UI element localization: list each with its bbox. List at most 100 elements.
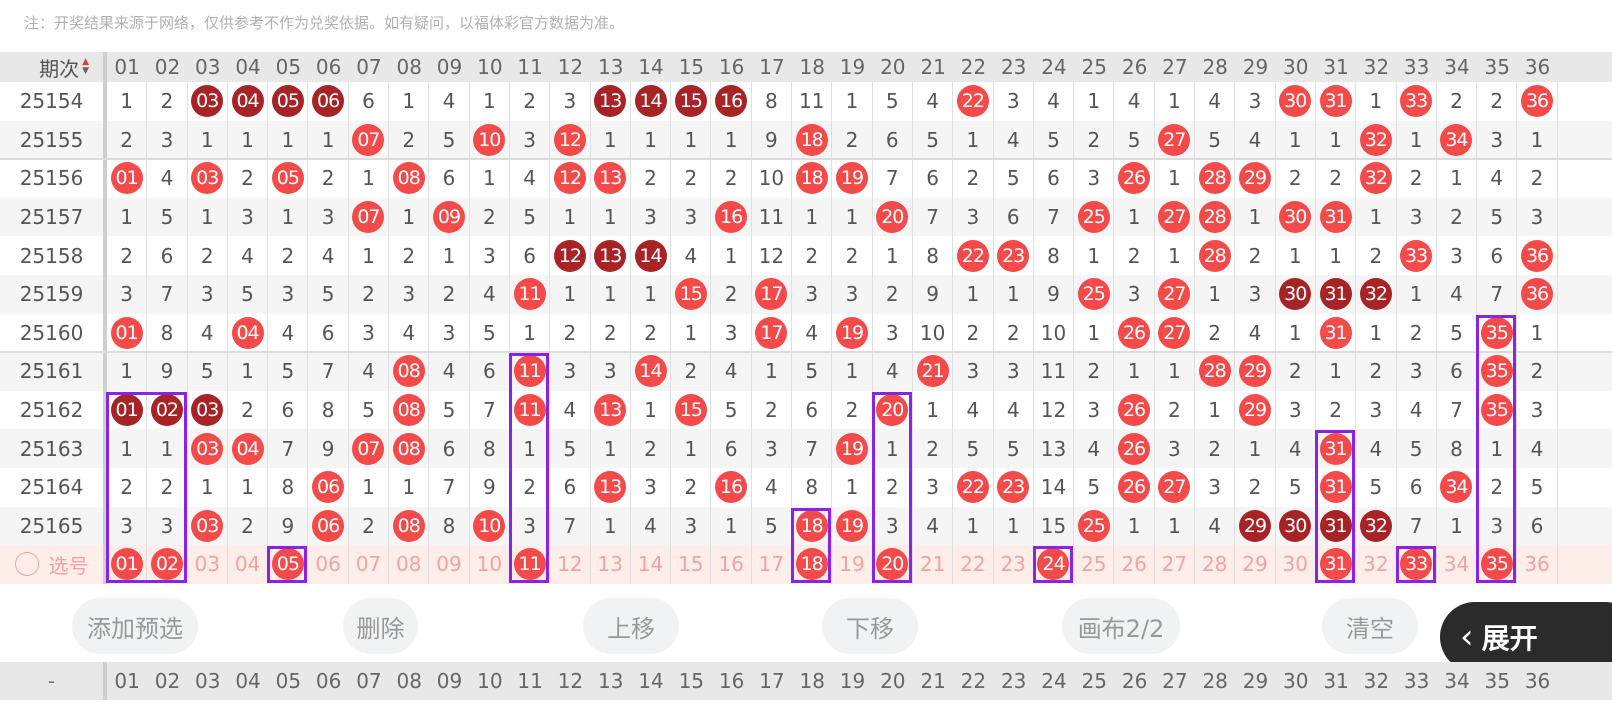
select-number-cell[interactable]: 22 — [953, 545, 994, 584]
selected-number-ball[interactable]: 20 — [876, 548, 909, 581]
selected-number-ball[interactable]: 05 — [271, 548, 304, 581]
grid-cell: 5 — [188, 352, 228, 391]
select-number[interactable]: 13 — [597, 552, 623, 577]
select-number-cell[interactable]: 28 — [1195, 545, 1236, 584]
select-number-cell[interactable]: 33 — [1397, 545, 1437, 584]
expand-button[interactable]: ‹ 展开 — [1440, 602, 1612, 672]
select-number-cell[interactable]: 16 — [711, 545, 752, 584]
select-number-cell[interactable]: 06 — [308, 545, 349, 584]
selected-number-ball[interactable]: 24 — [1037, 548, 1070, 581]
select-number[interactable]: 29 — [1242, 552, 1268, 577]
select-number-cell[interactable]: 11 — [510, 545, 551, 584]
clear-button[interactable]: 清空 — [1322, 598, 1418, 654]
select-number[interactable]: 08 — [396, 552, 422, 577]
issue-header[interactable]: 期次 ▲ ▼ — [0, 52, 107, 82]
grid-cell: 35 — [1477, 313, 1518, 353]
select-number-cell[interactable]: 12 — [550, 545, 591, 584]
selected-number-ball[interactable]: 35 — [1480, 548, 1513, 581]
canvas-page-button[interactable]: 画布2/2 — [1062, 598, 1180, 654]
grid-cell: 2 — [1114, 236, 1155, 275]
delete-button[interactable]: 删除 — [343, 598, 418, 654]
select-number[interactable]: 21 — [919, 552, 946, 577]
select-number[interactable]: 25 — [1081, 552, 1107, 577]
select-number[interactable]: 03 — [194, 552, 220, 577]
select-number[interactable]: 19 — [839, 552, 865, 577]
select-number[interactable]: 28 — [1201, 552, 1228, 577]
select-number[interactable]: 17 — [758, 552, 785, 577]
omission-count: 2 — [1329, 398, 1342, 423]
select-number-cell[interactable]: 13 — [591, 545, 631, 584]
select-number[interactable]: 32 — [1363, 552, 1389, 577]
select-number-cell[interactable]: 24 — [1034, 545, 1075, 584]
select-number-cell[interactable]: 14 — [631, 545, 672, 584]
selected-number-ball[interactable]: 18 — [795, 548, 828, 581]
select-number[interactable]: 22 — [960, 552, 986, 577]
select-number-cell[interactable]: 29 — [1235, 545, 1276, 584]
select-number-cell[interactable]: 15 — [671, 545, 712, 584]
select-number-cell[interactable]: 18 — [792, 545, 833, 584]
select-number[interactable]: 07 — [355, 552, 382, 577]
select-number-cell[interactable]: 07 — [349, 545, 390, 584]
select-number[interactable]: 27 — [1161, 552, 1188, 577]
select-number-cell[interactable]: 01 — [107, 545, 148, 584]
move-down-button[interactable]: 下移 — [822, 598, 918, 654]
omission-count: 6 — [523, 243, 536, 268]
select-number[interactable]: 23 — [1000, 552, 1026, 577]
selected-number-ball[interactable]: 01 — [110, 548, 143, 581]
select-number-cell[interactable]: 35 — [1477, 545, 1518, 584]
select-number[interactable]: 15 — [678, 552, 704, 577]
draw-row: 25156 01 4 03 2 05 2 1 08 6 1 4 12 13 2 2 2 10 18 19 7 6 2 5 6 3 2… — [0, 159, 1612, 198]
select-number[interactable]: 04 — [234, 552, 261, 577]
select-number-cell[interactable]: 30 — [1276, 545, 1316, 584]
select-number-cell[interactable]: 17 — [752, 545, 793, 584]
footer-column-label: 17 — [759, 669, 785, 693]
grid-cell: 06 — [308, 82, 349, 121]
column-header: 06 — [315, 55, 342, 79]
select-number[interactable]: 06 — [315, 552, 341, 577]
select-number[interactable]: 26 — [1121, 552, 1147, 577]
grid-cell: 4 — [1235, 120, 1276, 160]
move-up-button[interactable]: 上移 — [583, 598, 679, 654]
select-number-cell[interactable]: 05 — [268, 545, 309, 584]
select-number-cell[interactable]: 26 — [1114, 545, 1155, 584]
select-number-cell[interactable]: 31 — [1316, 545, 1357, 584]
select-number-cell[interactable]: 32 — [1356, 545, 1397, 584]
selected-number-ball[interactable]: 31 — [1319, 548, 1352, 581]
radio-circle-icon[interactable] — [14, 552, 39, 577]
select-number-cell[interactable]: 19 — [832, 545, 873, 584]
grid-cell: 1 — [631, 120, 672, 160]
select-number-cell[interactable]: 36 — [1517, 545, 1558, 584]
select-number-cell[interactable]: 34 — [1437, 545, 1478, 584]
select-number[interactable]: 34 — [1443, 552, 1470, 577]
select-number-cell[interactable]: 25 — [1074, 545, 1115, 584]
select-number-cell[interactable]: 09 — [429, 545, 470, 584]
grid-cell: 1 — [631, 390, 672, 430]
omission-count: 3 — [563, 89, 577, 114]
select-number-cell[interactable]: 27 — [1155, 545, 1196, 584]
select-number-cell[interactable]: 03 — [188, 545, 228, 584]
selected-number-ball[interactable]: 33 — [1400, 548, 1433, 581]
grid-cell: 31 — [1316, 468, 1357, 507]
select-number-cell[interactable]: 10 — [470, 545, 510, 584]
select-number-cell[interactable]: 21 — [913, 545, 954, 584]
select-number[interactable]: 36 — [1524, 552, 1550, 577]
selected-number-ball[interactable]: 02 — [150, 548, 183, 581]
select-number[interactable]: 10 — [476, 552, 503, 577]
select-number[interactable]: 09 — [436, 552, 462, 577]
select-number-cell[interactable]: 20 — [873, 545, 913, 584]
omission-count: 5 — [362, 398, 375, 423]
grid-cell: 23 — [994, 468, 1034, 507]
select-number[interactable]: 30 — [1282, 552, 1308, 577]
select-number[interactable]: 16 — [718, 552, 744, 577]
add-preselect-button[interactable]: 添加预选 — [72, 598, 198, 654]
select-number-cell[interactable]: 23 — [994, 545, 1034, 584]
select-number[interactable]: 12 — [557, 552, 583, 577]
footer-column-label: 19 — [839, 669, 866, 693]
sort-icon[interactable]: ▲ ▼ — [82, 58, 89, 76]
select-number-cell[interactable]: 02 — [147, 545, 188, 584]
select-number-cell[interactable]: 04 — [228, 545, 269, 584]
grid-cell: 2 — [631, 313, 672, 353]
select-number[interactable]: 14 — [637, 552, 664, 577]
select-number-cell[interactable]: 08 — [389, 545, 430, 584]
selected-number-ball[interactable]: 11 — [513, 548, 546, 581]
